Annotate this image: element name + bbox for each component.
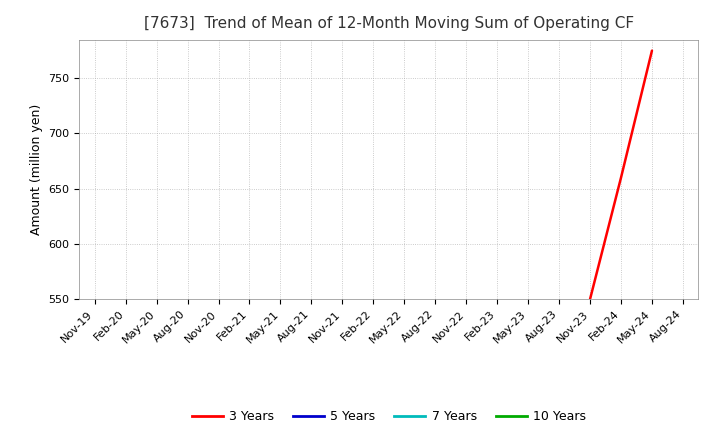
3 Years [648, 48, 657, 53]
Legend: 3 Years, 5 Years, 7 Years, 10 Years: 3 Years, 5 Years, 7 Years, 10 Years [186, 405, 591, 428]
Line: 3 Years: 3 Years [590, 51, 652, 299]
3 Years [586, 297, 595, 302]
Title: [7673]  Trend of Mean of 12-Month Moving Sum of Operating CF: [7673] Trend of Mean of 12-Month Moving … [144, 16, 634, 32]
Y-axis label: Amount (million yen): Amount (million yen) [30, 104, 42, 235]
3 Years [616, 175, 625, 180]
